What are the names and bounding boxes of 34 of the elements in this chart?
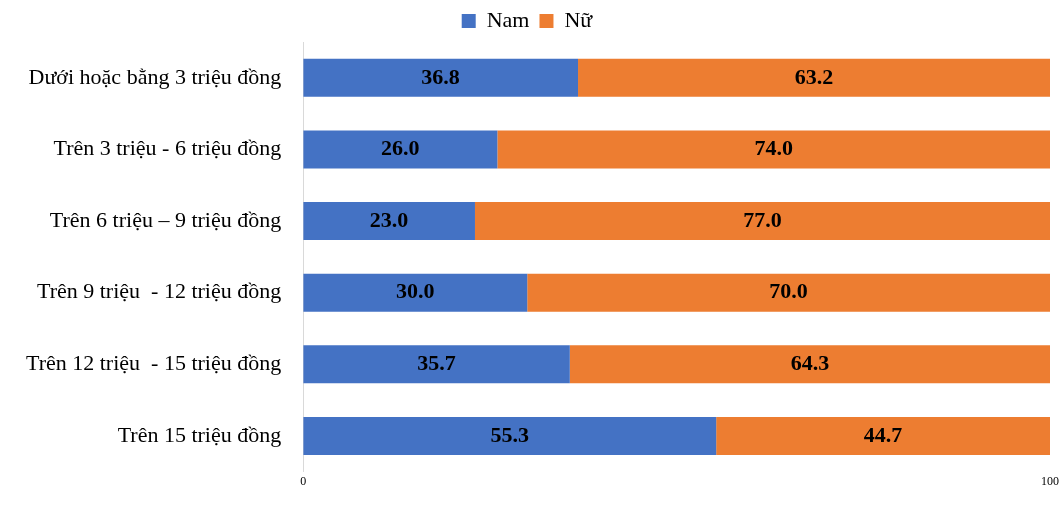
bar	[303, 345, 570, 384]
data-label: 35.7	[417, 350, 456, 376]
y-tick-label: Trên 6 triệu – 9 triệu đồng	[49, 206, 282, 232]
legend-label: Nam	[486, 6, 530, 32]
y-tick-label: Dưới hoặc bằng 3 triệu đồng	[28, 63, 282, 89]
data-label: 26.0	[381, 135, 420, 161]
data-label: 23.0	[369, 206, 409, 232]
y-tick-label: Trên 12 triệu - 15 triệu đồng	[25, 350, 282, 376]
bar	[303, 416, 717, 455]
bar	[303, 273, 528, 312]
data-label: 64.3	[790, 350, 830, 376]
data-label: 55.3	[490, 421, 529, 447]
bar	[716, 416, 1050, 455]
data-label: 36.8	[421, 63, 460, 89]
bar	[527, 273, 1050, 312]
bar	[474, 202, 1050, 241]
y-tick-label: Trên 3 triệu - 6 triệu đồng	[53, 135, 282, 161]
bar	[303, 202, 475, 241]
data-label: 74.0	[754, 135, 793, 161]
bar	[303, 130, 498, 169]
bar	[497, 130, 1050, 169]
data-label: 44.7	[863, 421, 903, 447]
data-label: 30.0	[395, 278, 435, 304]
y-tick-label: Trên 15 triệu đồng	[117, 421, 282, 447]
data-label: 77.0	[743, 206, 782, 232]
bar	[569, 345, 1050, 384]
x-tick-label: 100	[1041, 474, 1059, 489]
bar	[578, 58, 1050, 97]
y-tick-label: Trên 9 triệu - 12 triệu đồng	[36, 278, 282, 304]
x-tick-label: 0	[300, 474, 307, 489]
bar	[303, 58, 579, 97]
data-label: 70.0	[769, 278, 808, 304]
data-label: 63.2	[794, 63, 834, 89]
legend-label: Nữ	[564, 6, 594, 32]
